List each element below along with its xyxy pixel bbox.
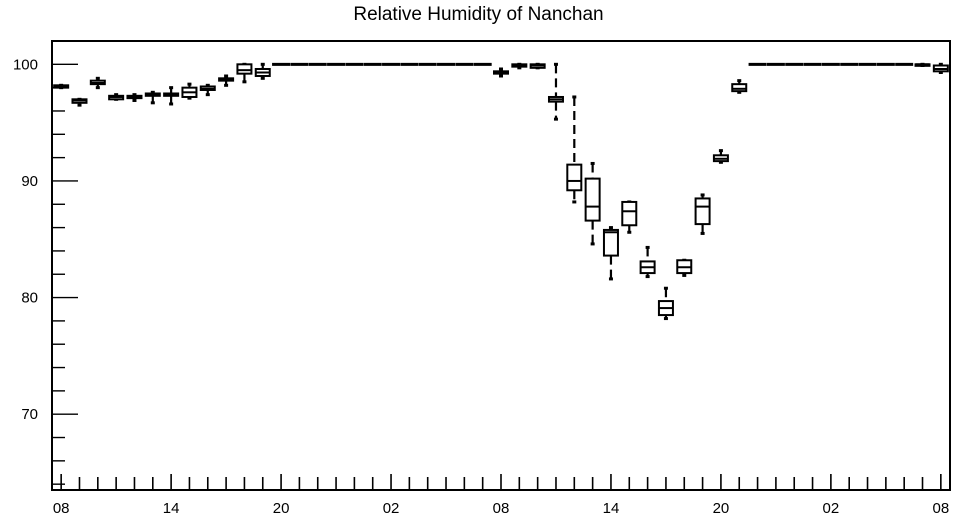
box-plot-item <box>547 62 564 121</box>
box-plot-item <box>144 90 161 105</box>
y-tick-label: 80 <box>21 290 38 307</box>
box-body <box>584 177 601 222</box>
box-plot-item <box>511 62 528 70</box>
box-plot-item <box>218 74 235 87</box>
chart-title: Relative Humidity of Nanchan <box>353 4 604 25</box>
y-axis: 70 80 90 100 <box>13 40 78 485</box>
box-plot-item <box>914 62 931 67</box>
box-plot-item <box>694 193 711 235</box>
x-tick-label: 02 <box>383 500 400 517</box>
box-plot-item <box>712 149 729 164</box>
box-plot-item <box>71 97 88 107</box>
box-plot-item <box>639 245 656 279</box>
x-tick-label: 14 <box>603 500 620 517</box>
x-axis: 08 14 20 02 08 14 20 02 08 <box>53 474 949 517</box>
x-tick-label: 08 <box>493 500 510 517</box>
x-tick-label: 08 <box>53 500 70 517</box>
box-plot-item <box>566 95 583 204</box>
box-plot-item <box>53 83 70 90</box>
y-tick-label: 100 <box>13 56 38 73</box>
box-plot-item <box>163 86 180 106</box>
box-plot-item <box>731 79 748 94</box>
box-plot-item <box>181 82 198 100</box>
box-plot-item <box>199 83 216 97</box>
x-tick-label: 20 <box>713 500 730 517</box>
box-body <box>694 197 711 226</box>
box-body <box>602 228 619 257</box>
box-plot-item <box>236 62 253 84</box>
x-tick-label: 08 <box>932 500 949 517</box>
x-tick-label: 02 <box>823 500 840 517</box>
plot-frame <box>51 40 951 491</box>
y-tick-label: 90 <box>21 173 38 190</box>
x-tick-label: 20 <box>273 500 290 517</box>
box-plot-item <box>676 258 693 277</box>
x-tick-label: 14 <box>163 500 180 517</box>
box-plot-item <box>89 76 106 90</box>
box-body <box>731 83 748 93</box>
box-body <box>621 200 638 227</box>
box-plot-item <box>657 286 674 321</box>
box-plot-item <box>126 93 143 102</box>
box-plot-item <box>529 62 546 70</box>
box-plot-item <box>602 226 619 281</box>
box-plot-item <box>108 93 125 101</box>
box-plot-item <box>584 161 601 246</box>
box-body <box>236 63 253 75</box>
box-plot-item <box>621 200 638 234</box>
box-series <box>53 62 949 321</box>
box-plot-item <box>932 62 949 74</box>
box-plot-item <box>254 62 271 80</box>
y-tick-label: 70 <box>21 406 38 423</box>
box-plot-item <box>493 67 509 78</box>
box-body <box>566 163 583 192</box>
